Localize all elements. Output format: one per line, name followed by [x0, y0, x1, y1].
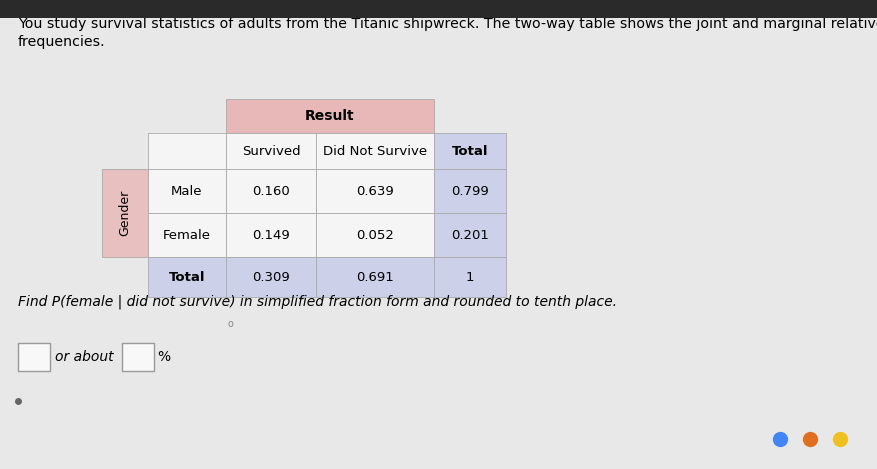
Bar [225, 99, 433, 133]
Bar [316, 169, 433, 213]
Bar [433, 213, 505, 257]
Bar [148, 169, 225, 213]
Text: Survived: Survived [241, 144, 300, 158]
Text: 0.639: 0.639 [356, 184, 394, 197]
Text: Gender: Gender [118, 190, 132, 236]
Bar [148, 257, 225, 297]
Text: Female: Female [163, 228, 210, 242]
Text: 1: 1 [465, 271, 474, 283]
Text: You study survival statistics of adults from the Titanic shipwreck. The two-way : You study survival statistics of adults … [18, 17, 877, 31]
Text: o: o [227, 319, 232, 329]
Text: 0.799: 0.799 [451, 184, 488, 197]
Bar [18, 343, 50, 371]
Text: Result: Result [305, 109, 354, 123]
Bar [225, 213, 316, 257]
Text: Find P(female | did not survive) in simplified fraction form and rounded to tent: Find P(female | did not survive) in simp… [18, 294, 617, 309]
Bar [316, 133, 433, 169]
Text: Total: Total [452, 144, 488, 158]
Text: 0.160: 0.160 [252, 184, 289, 197]
Text: Total: Total [168, 271, 205, 283]
Bar [225, 169, 316, 213]
Text: 0.052: 0.052 [356, 228, 394, 242]
Bar [148, 133, 225, 169]
Text: Did Not Survive: Did Not Survive [323, 144, 426, 158]
Bar [225, 257, 316, 297]
Bar [433, 257, 505, 297]
Text: Male: Male [171, 184, 203, 197]
Text: or about: or about [55, 350, 113, 364]
Bar [433, 133, 505, 169]
Bar [433, 169, 505, 213]
Text: 0.149: 0.149 [252, 228, 289, 242]
Bar [102, 169, 148, 257]
Text: 0.201: 0.201 [451, 228, 488, 242]
Bar [316, 213, 433, 257]
Text: 0.309: 0.309 [252, 271, 289, 283]
Bar [148, 213, 225, 257]
Text: frequencies.: frequencies. [18, 35, 105, 49]
Text: 0.691: 0.691 [356, 271, 394, 283]
Bar [122, 343, 153, 371]
Bar [316, 257, 433, 297]
Bar [225, 133, 316, 169]
Bar [0, 0, 877, 18]
Text: %: % [157, 350, 170, 364]
